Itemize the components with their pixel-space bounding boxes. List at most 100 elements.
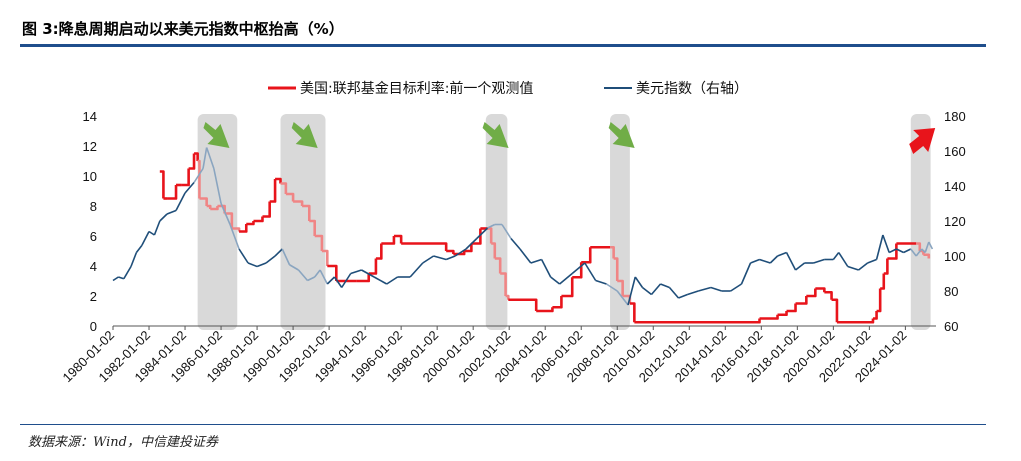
cut-period-band-0 [197, 114, 238, 330]
source-note: 数据来源：Wind，中信建投证券 [28, 435, 218, 450]
y-left-tick-label: 4 [90, 259, 97, 274]
dxy-line-segment [540, 259, 552, 278]
fed-rate-line-segment [613, 257, 619, 281]
dxy-line-segment [289, 264, 299, 271]
series-lines [112, 147, 934, 324]
dxy-line-segment [297, 269, 309, 282]
cut-period-band-3 [610, 114, 630, 330]
fed-rate-line-segment [224, 212, 234, 229]
fed-rate-line-segment [561, 277, 574, 298]
dxy-line-segment [220, 203, 231, 225]
fed-rate-line-segment [831, 298, 839, 323]
dxy-line-segment [519, 248, 532, 264]
dxy-line-segment [326, 276, 336, 285]
fed-rate-line-segment [494, 257, 502, 274]
fed-rate-line-segment [368, 258, 378, 275]
dxy-line-segment [634, 276, 644, 288]
fed-rate-line-segment [634, 318, 761, 324]
dxy-line-segment [867, 258, 877, 264]
dxy-line-segment [433, 255, 447, 261]
dxy-line-segment [668, 286, 680, 299]
y-left-tick-label: 8 [90, 199, 97, 214]
fed-rate-line-segment [239, 224, 248, 233]
down-arrow-icon [608, 122, 635, 148]
dxy-line-segment [838, 252, 849, 267]
fed-rate-line-segment [487, 227, 493, 244]
dxy-line-segment [118, 276, 125, 280]
dxy-line-segment [584, 262, 597, 281]
dxy-line-segment [333, 276, 343, 288]
dxy-line-segment [281, 248, 291, 266]
fed-rate-line-segment [401, 242, 448, 251]
dxy-line-segment [256, 262, 267, 268]
dxy-line-segment [687, 290, 699, 296]
fed-rate-line-segment [505, 294, 510, 300]
y-left-tick-label: 10 [83, 169, 97, 184]
dxy-line-segment [813, 258, 825, 264]
chart: 1980-01-021982-01-021984-01-021986-01-02… [59, 80, 966, 385]
fed-rate-line-segment [536, 307, 554, 313]
title-rule [20, 44, 986, 47]
dxy-line-segment [571, 262, 586, 275]
up-arrow-icon [909, 128, 936, 154]
fed-rate-line-segment [887, 243, 898, 260]
dxy-line-segment [928, 241, 934, 250]
fed-rate-line-segment [393, 234, 403, 244]
dxy-line-segment [785, 252, 797, 271]
fed-rate-line-segment [253, 216, 264, 223]
fed-rate-line-segment [159, 170, 165, 199]
fed-rate-line-segment [806, 288, 817, 298]
y-right-tick-label: 100 [944, 249, 966, 264]
dxy-line-segment [123, 266, 132, 280]
fed-rate-line-segment [167, 185, 178, 200]
fed-rate-line-segment [464, 243, 473, 253]
fed-rate-line-segment [610, 245, 615, 259]
y-left-tick-label: 2 [90, 289, 97, 304]
down-arrow-icon [203, 122, 230, 148]
cut-period-band-4 [910, 114, 931, 330]
trend-arrows [203, 122, 936, 154]
dxy-line-segment [678, 293, 688, 299]
dxy-line-segment [627, 276, 637, 306]
fed-rate-line-segment [309, 219, 316, 236]
dxy-line-segment [175, 192, 186, 211]
fed-rate-line-segment [275, 177, 282, 184]
dxy-line-segment [550, 276, 561, 285]
fed-rate-line-segment [197, 159, 201, 199]
dxy-line-segment [386, 276, 398, 285]
cut-period-bands [197, 114, 931, 330]
fed-rate-line-segment [321, 249, 329, 266]
fed-rate-line-segment [293, 200, 304, 206]
dxy-line-segment [130, 252, 138, 267]
fed-rate-line-segment [923, 253, 931, 259]
y-right-tick-label: 60 [944, 319, 958, 334]
y-left-tick-label: 0 [90, 319, 97, 334]
dxy-line-segment [247, 262, 258, 268]
dxy-line-segment [409, 262, 424, 278]
fed-rate-line-segment [786, 303, 797, 313]
dxy-line-segment [319, 269, 329, 285]
dxy-line-segment [924, 241, 930, 253]
dxy-line-segment [274, 248, 283, 257]
dxy-line-segment [350, 269, 362, 275]
y-right-tick-label: 140 [944, 179, 966, 194]
y-left-tick-label: 6 [90, 229, 97, 244]
dxy-line-segment [769, 255, 779, 264]
fed-rate-line-segment [375, 243, 383, 260]
fed-rate-line-segment [491, 242, 497, 259]
y-left-tick-label: 12 [83, 139, 97, 154]
fed-rate-line-segment [188, 153, 196, 170]
dxy-line-segment [193, 168, 204, 183]
dxy-line-segment [373, 276, 388, 285]
fed-rate-line-segment [199, 197, 208, 206]
dxy-line-segment [847, 265, 859, 271]
fed-rate-line-segment [880, 273, 886, 290]
fed-rate-line-segment [262, 201, 271, 218]
dxy-line-segment [476, 227, 489, 240]
fed-rate-line-segment [629, 302, 636, 323]
dxy-line-segment [501, 224, 512, 239]
dxy-line-segment [759, 258, 771, 264]
dxy-line-segment [166, 209, 177, 215]
fed-rate-line-segment [581, 247, 592, 264]
fed-rate-line-segment [777, 311, 788, 317]
